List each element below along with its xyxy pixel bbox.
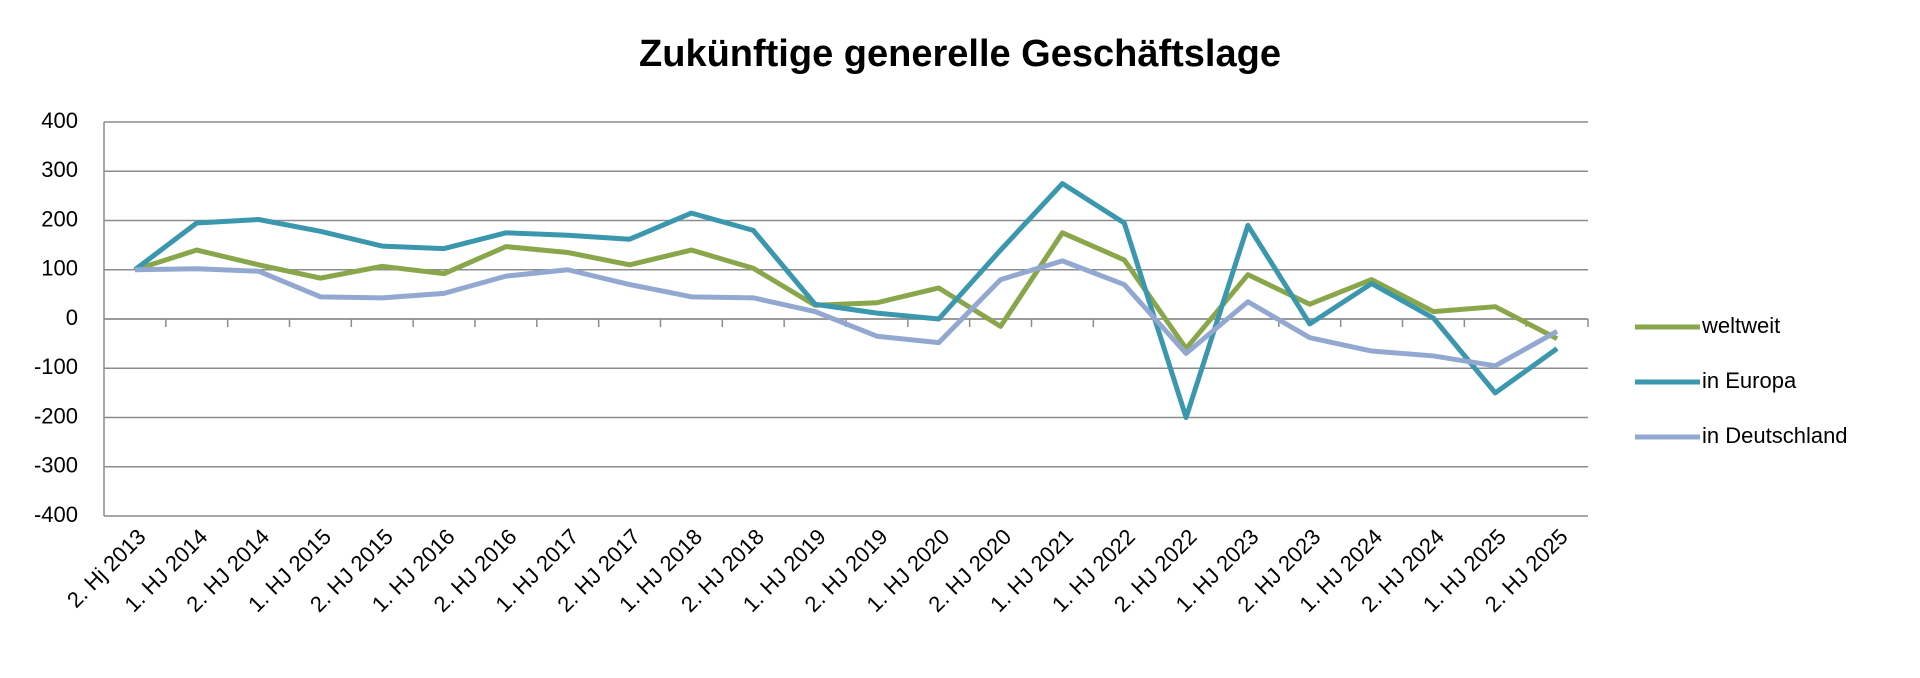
y-tick-label: 300 (41, 157, 78, 182)
chart-title: Zukünftige generelle Geschäftslage (639, 33, 1281, 75)
y-tick-label: -200 (34, 403, 78, 428)
y-tick-label: 100 (41, 256, 78, 281)
y-tick-label: 400 (41, 108, 78, 133)
data-line (133, 181, 1559, 420)
legend-label: weltweit (1701, 313, 1780, 338)
y-tick-label: 200 (41, 206, 78, 231)
data-line (134, 230, 1559, 352)
legend-label: in Europa (1702, 368, 1797, 393)
y-tick-label: 0 (66, 305, 78, 330)
y-tick-label: -300 (34, 453, 78, 478)
legend-label: in Deutschland (1702, 423, 1848, 448)
data-line (134, 258, 1559, 369)
y-tick-label: -400 (34, 502, 78, 527)
y-tick-label: -100 (34, 354, 78, 379)
